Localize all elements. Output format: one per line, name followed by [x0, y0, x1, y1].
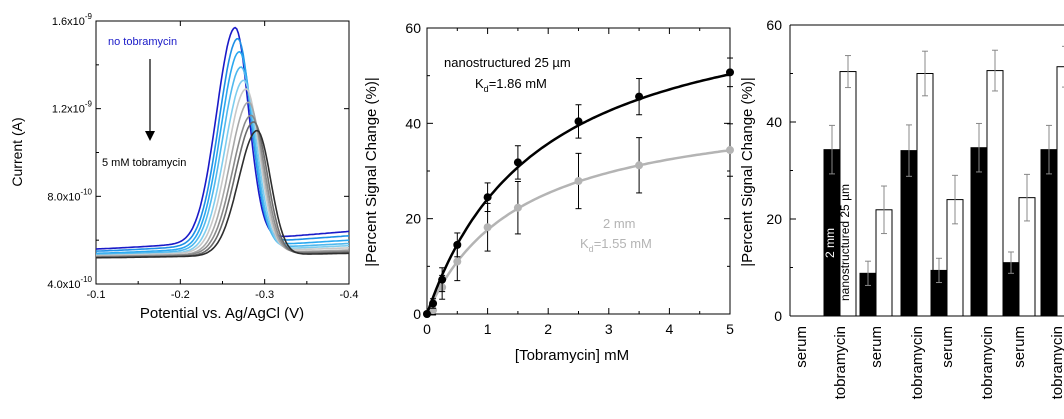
- y-axis-label: |Percent Signal Change (%)|: [363, 77, 380, 267]
- x-tick-label: 3: [605, 321, 613, 337]
- y-axis-label: |Percent Signal Change (%)|: [739, 77, 756, 267]
- y-tick-label: 1.6x10-9: [52, 12, 93, 28]
- category-label: serum: [868, 326, 885, 368]
- y-tick-exponent: -9: [85, 12, 93, 21]
- x-tick-label: -0.2: [171, 289, 190, 301]
- kd-symbol: K: [475, 76, 484, 91]
- plot-frame-a: [95, 20, 350, 285]
- bar: [986, 70, 1004, 317]
- bar-groups: [823, 45, 1064, 317]
- data-point: [726, 68, 734, 77]
- kd-symbol: K: [580, 236, 589, 251]
- voltammogram-trace: [96, 50, 350, 255]
- data-point: [423, 310, 431, 318]
- panel-binding-curve: 0 1 2 3 4 5 0 20 40 60 |Percent Signal Change (%…: [363, 20, 734, 364]
- data-point: [574, 177, 583, 186]
- data-point: [513, 203, 522, 212]
- x-tick-label: 4: [666, 321, 674, 337]
- legend-2mm-kd: Kd=1.55 mM: [580, 236, 652, 254]
- kd-value: =1.55 mM: [594, 236, 652, 251]
- category-labels: serum tobramycin serum tobramycin serum tobra…: [793, 326, 1064, 399]
- in-bar-label-2mm: 2 mm: [823, 228, 837, 258]
- category-label: serum: [939, 326, 956, 368]
- y-tick-label: 8.0x10-10: [47, 187, 92, 203]
- x-tick-label: 2: [544, 321, 552, 337]
- y-axis-ticks: 4.0x10-108.0x10-101.2x10-91.6x10-9: [47, 12, 349, 291]
- y-tick-exponent: -9: [85, 100, 93, 109]
- data-point: [574, 117, 583, 126]
- y-axis-ticks: 0 20 40 60: [766, 17, 796, 324]
- data-point: [635, 92, 644, 101]
- legend-nano-line1: nanostructured 25 µm: [444, 55, 571, 70]
- voltammogram-trace: [96, 66, 349, 256]
- y-tick-label: 20: [766, 211, 782, 227]
- kd-subscript: d: [589, 244, 594, 254]
- category-label: serum: [1011, 326, 1028, 368]
- y-tick-label: 0: [413, 306, 421, 322]
- binding-series: [423, 57, 734, 318]
- bar: [1040, 149, 1058, 317]
- y-tick-label: 0: [774, 308, 782, 324]
- annotation-5mm-tobramycin: 5 mM tobramycin: [102, 157, 186, 169]
- legend-2mm-line1: 2 mm: [603, 216, 636, 231]
- legend-nano-kd: Kd=1.86 mM: [475, 76, 547, 94]
- data-point: [483, 223, 492, 232]
- category-label: tobramycin: [909, 326, 926, 399]
- y-tick-exponent: -10: [80, 275, 92, 284]
- x-axis-ticks: -0.1 -0.2 -0.3 -0.4: [87, 21, 359, 301]
- data-point: [429, 299, 438, 308]
- in-bar-label-nano: nanostructured 25 µm: [838, 184, 852, 301]
- kd-subscript: d: [484, 84, 489, 94]
- y-tick-exponent: -10: [80, 187, 92, 196]
- y-tick-label: 60: [405, 20, 421, 36]
- x-tick-label: 1: [484, 321, 492, 337]
- category-label: serum: [793, 326, 810, 368]
- voltammogram-trace: [96, 87, 350, 257]
- x-tick-label: 0: [423, 321, 431, 337]
- y-tick-label: 40: [766, 114, 782, 130]
- voltammogram-trace: [96, 114, 350, 258]
- y-tick-label: 60: [766, 17, 782, 33]
- category-label: tobramycin: [1049, 326, 1064, 399]
- voltammogram-trace: [96, 37, 350, 252]
- category-label: tobramycin: [832, 326, 849, 399]
- data-point: [513, 158, 522, 167]
- x-axis-label: Potential vs. Ag/AgCl (V): [140, 305, 304, 322]
- data-point: [453, 257, 462, 266]
- voltammogram-trace: [96, 26, 350, 250]
- x-axis-ticks: 0 1 2 3 4 5: [423, 28, 734, 337]
- y-tick-label: 1.2x10-9: [52, 100, 93, 116]
- voltammogram-curves: [96, 26, 350, 259]
- data-point: [453, 240, 462, 249]
- data-point: [726, 146, 734, 155]
- kd-value: =1.86 mM: [489, 76, 547, 91]
- x-tick-label: -0.1: [87, 289, 106, 301]
- category-label: tobramycin: [979, 326, 996, 399]
- annotation-no-tobramycin: no tobramycin: [108, 36, 177, 48]
- panel-voltammograms: -0.1 -0.2 -0.3 -0.4 4.0x10-108.0x10-101.2x1…: [9, 12, 358, 322]
- y-tick-label: 20: [405, 211, 421, 227]
- bar: [970, 147, 988, 317]
- y-axis-ticks: 0 20 40 60: [405, 20, 730, 322]
- y-axis-label: Current (A): [9, 117, 25, 186]
- x-tick-label: 5: [726, 321, 734, 337]
- arrow-down-icon: [145, 131, 155, 141]
- data-point: [438, 275, 447, 284]
- x-tick-label: -0.4: [340, 289, 359, 301]
- bar: [1056, 66, 1064, 317]
- data-point: [635, 161, 644, 170]
- x-axis-label: [Tobramycin] mM: [515, 347, 629, 364]
- y-tick-label: 40: [405, 115, 421, 131]
- voltammogram-trace: [96, 129, 349, 259]
- x-tick-label: -0.3: [255, 289, 274, 301]
- data-point: [483, 193, 492, 202]
